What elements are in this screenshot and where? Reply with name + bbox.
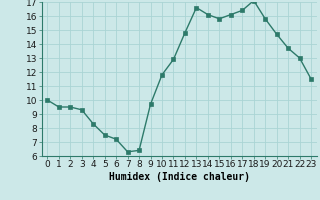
X-axis label: Humidex (Indice chaleur): Humidex (Indice chaleur) — [109, 172, 250, 182]
